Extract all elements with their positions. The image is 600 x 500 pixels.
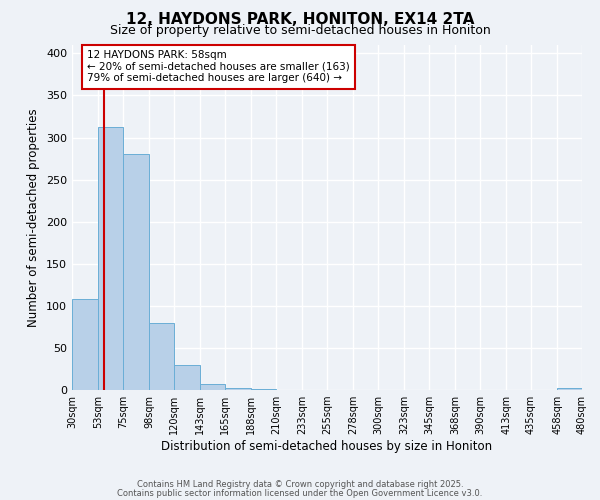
Bar bbox=[174, 365, 200, 390]
Bar bbox=[149, 322, 174, 390]
X-axis label: Distribution of semi-detached houses by size in Honiton: Distribution of semi-detached houses by … bbox=[161, 440, 493, 453]
Bar bbox=[225, 388, 251, 390]
Bar bbox=[98, 126, 123, 390]
Bar bbox=[72, 299, 98, 390]
Bar bbox=[557, 388, 582, 390]
Bar bbox=[123, 154, 149, 390]
Y-axis label: Number of semi-detached properties: Number of semi-detached properties bbox=[28, 108, 40, 327]
Text: Contains HM Land Registry data © Crown copyright and database right 2025.: Contains HM Land Registry data © Crown c… bbox=[137, 480, 463, 489]
Text: 12 HAYDONS PARK: 58sqm
← 20% of semi-detached houses are smaller (163)
79% of se: 12 HAYDONS PARK: 58sqm ← 20% of semi-det… bbox=[88, 50, 350, 84]
Bar bbox=[200, 384, 225, 390]
Text: 12, HAYDONS PARK, HONITON, EX14 2TA: 12, HAYDONS PARK, HONITON, EX14 2TA bbox=[126, 12, 474, 28]
Bar bbox=[251, 389, 276, 390]
Text: Size of property relative to semi-detached houses in Honiton: Size of property relative to semi-detach… bbox=[110, 24, 490, 37]
Text: Contains public sector information licensed under the Open Government Licence v3: Contains public sector information licen… bbox=[118, 488, 482, 498]
